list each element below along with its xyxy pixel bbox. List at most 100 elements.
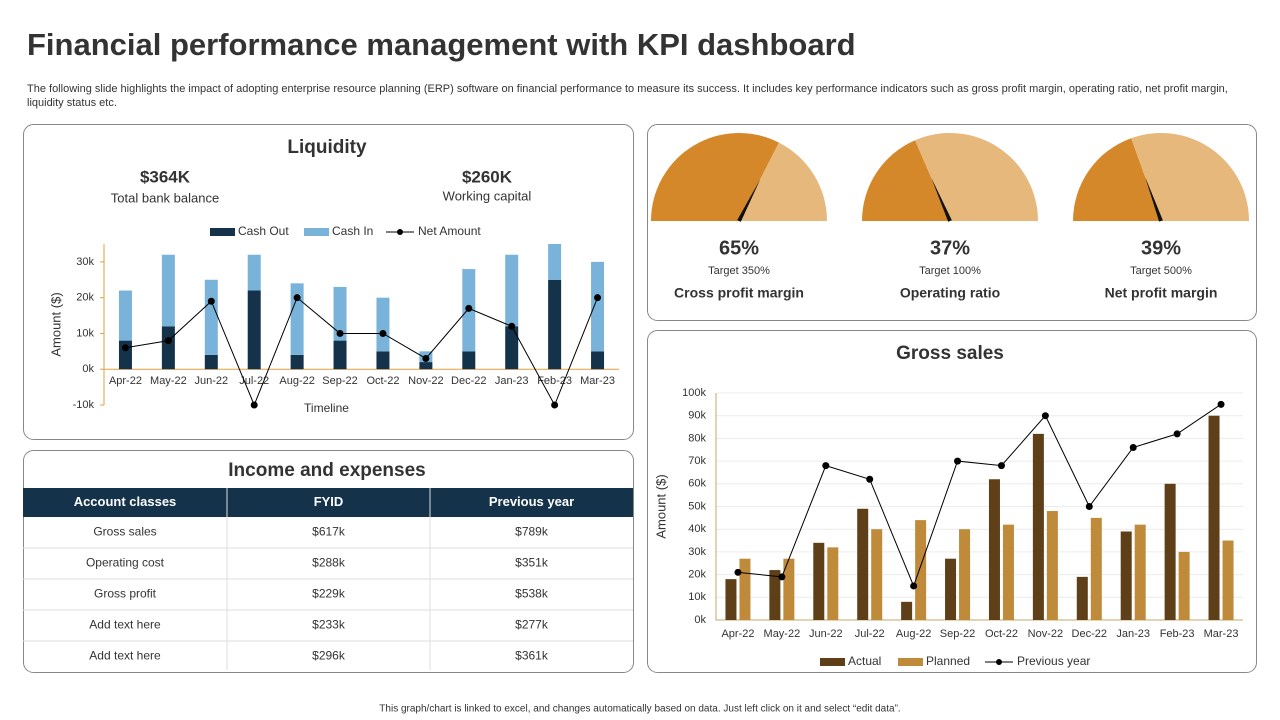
gauge-needle: [737, 179, 761, 222]
x-tick-label: Jun-22: [194, 375, 228, 387]
x-tick-label: Jul-22: [239, 375, 269, 387]
gauge-value: 39%: [1141, 237, 1181, 259]
line-point: [866, 475, 874, 483]
gauge-title: Cross profit margin: [674, 285, 804, 301]
bar: [988, 479, 1000, 620]
bar: [945, 558, 957, 620]
x-tick-label: Dec-22: [1072, 628, 1107, 640]
gauge-value: 65%: [719, 237, 759, 259]
line-point: [1041, 412, 1049, 420]
gauge-value: 37%: [930, 237, 970, 259]
y-tick-label: 20k: [76, 292, 94, 304]
legend-swatch: [820, 658, 845, 666]
bar: [376, 351, 390, 370]
line-point: [954, 457, 962, 465]
chart-title: Gross sales: [896, 343, 1004, 364]
bar: [161, 326, 175, 370]
gauge-needle: [1145, 176, 1163, 222]
legend-dot: [996, 659, 1002, 665]
line-point: [594, 294, 602, 302]
y-tick-label: 40k: [688, 523, 706, 535]
legend-label: Cash Out: [238, 224, 289, 238]
bar: [783, 558, 795, 620]
gauge-fill: [651, 133, 779, 221]
x-tick-label: Nov-22: [408, 375, 443, 387]
table-cell: $296k: [312, 649, 346, 663]
line-point: [164, 337, 172, 345]
bar: [290, 354, 304, 370]
line-point: [1085, 503, 1093, 510]
x-tick-label: Aug-22: [279, 375, 314, 387]
y-tick-label: 30k: [688, 546, 706, 558]
bar: [813, 542, 825, 620]
bar: [1120, 531, 1132, 620]
table-cell: $538k: [515, 587, 549, 601]
x-tick-label: Apr-22: [721, 628, 754, 640]
x-tick-label: Nov-22: [1028, 628, 1063, 640]
y-tick-label: 20k: [688, 569, 706, 581]
gauge-title: Operating ratio: [900, 285, 1000, 301]
y-tick-label: 0k: [82, 363, 94, 375]
bar: [1032, 433, 1044, 620]
x-tick-label: May-22: [150, 375, 187, 387]
table-cell: Add text here: [89, 618, 161, 632]
y-axis-label: Amount ($): [48, 292, 63, 356]
y-tick-label: 0k: [694, 614, 706, 626]
x-tick-label: Sep-22: [322, 375, 357, 387]
gauge-rest: [1131, 132, 1249, 221]
x-tick-label: Mar-23: [580, 375, 615, 387]
table-cell: Gross profit: [94, 587, 157, 601]
kpi-label: Working capital: [443, 188, 532, 203]
line-point: [551, 401, 559, 409]
y-axis-label: Amount ($): [653, 474, 668, 538]
bar: [1046, 511, 1058, 620]
table-cell: $233k: [312, 618, 346, 632]
bar: [959, 529, 971, 620]
table-cell: $277k: [515, 618, 549, 632]
bar: [204, 279, 218, 355]
bar: [247, 290, 261, 370]
bar: [548, 279, 562, 370]
page-title: Financial performance management with KP…: [27, 27, 856, 62]
legend-label: Planned: [926, 654, 970, 668]
bar: [827, 547, 839, 620]
gauge-fill: [1073, 138, 1161, 221]
table-header-bg: [23, 488, 633, 517]
line-point: [734, 568, 742, 576]
gauge-target: Target 500%: [1130, 265, 1192, 277]
bar: [376, 297, 390, 352]
bar: [1090, 517, 1102, 620]
bar: [505, 254, 519, 327]
liquidity-panel: [23, 124, 634, 440]
x-tick-label: Jul-22: [855, 628, 885, 640]
x-tick-label: Oct-22: [366, 375, 399, 387]
bar: [462, 351, 476, 370]
bar: [1164, 483, 1176, 620]
bar: [1208, 415, 1220, 620]
line-point: [465, 304, 473, 312]
legend-label: Previous year: [1017, 654, 1090, 668]
legend-dot: [397, 229, 403, 235]
line-series: [737, 403, 1222, 588]
y-tick-label: 60k: [688, 478, 706, 490]
bar: [204, 354, 218, 370]
table-cell: $229k: [312, 587, 346, 601]
y-tick-label: 30k: [76, 256, 94, 268]
x-tick-label: Mar-23: [1204, 628, 1239, 640]
table-cell: Gross sales: [93, 525, 156, 539]
bar: [118, 290, 132, 341]
y-tick-label: 90k: [688, 410, 706, 422]
bar: [548, 244, 562, 280]
x-tick-label: Jun-22: [809, 628, 843, 640]
legend-swatch: [304, 228, 329, 236]
table-cell: $617k: [312, 525, 346, 539]
y-tick-label: 70k: [688, 455, 706, 467]
table-cell: Add text here: [89, 649, 161, 663]
kpi-value: $364K: [140, 167, 191, 186]
description: The following slide highlights the impac…: [27, 83, 1228, 109]
gauge-target: Target 100%: [919, 265, 981, 277]
line-point: [1173, 430, 1181, 438]
x-tick-label: Feb-23: [1160, 628, 1195, 640]
table-cell: Operating cost: [86, 556, 165, 570]
